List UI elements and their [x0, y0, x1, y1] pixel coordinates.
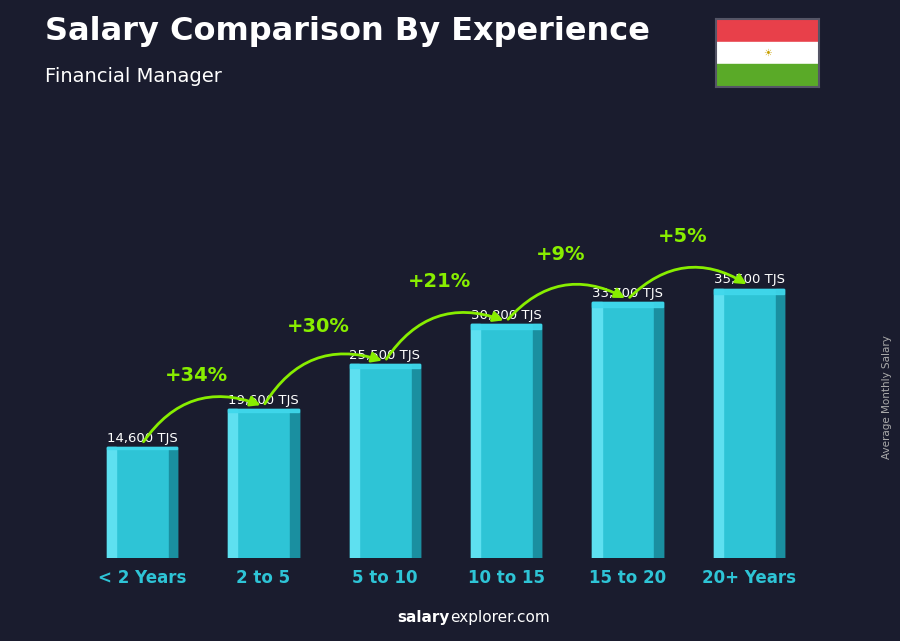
Text: +21%: +21% — [408, 272, 471, 291]
Text: Average Monthly Salary: Average Monthly Salary — [881, 335, 892, 460]
Bar — [168, 447, 177, 558]
Bar — [533, 324, 542, 558]
Text: 19,600 TJS: 19,600 TJS — [228, 394, 299, 407]
Text: salary: salary — [398, 610, 450, 625]
Text: 30,800 TJS: 30,800 TJS — [471, 309, 542, 322]
Bar — [349, 365, 420, 368]
Bar — [654, 303, 663, 558]
Bar — [716, 64, 819, 87]
Text: +34%: +34% — [165, 366, 228, 385]
Bar — [592, 303, 601, 558]
Text: +9%: +9% — [536, 246, 586, 265]
Text: Salary Comparison By Experience: Salary Comparison By Experience — [45, 16, 650, 47]
Bar — [471, 324, 481, 558]
Bar — [592, 303, 663, 307]
Bar — [107, 447, 177, 558]
Bar — [228, 409, 238, 558]
Text: explorer.com: explorer.com — [450, 610, 550, 625]
Bar — [714, 288, 723, 558]
Text: ☀: ☀ — [763, 48, 771, 58]
Bar — [714, 288, 784, 294]
Text: 33,700 TJS: 33,700 TJS — [592, 287, 663, 300]
Bar — [714, 288, 784, 558]
Bar — [411, 365, 420, 558]
Bar — [349, 365, 420, 558]
Bar — [776, 288, 784, 558]
Bar — [716, 19, 819, 42]
Bar — [107, 447, 177, 449]
Text: 14,600 TJS: 14,600 TJS — [106, 432, 177, 445]
Bar — [471, 324, 542, 558]
Bar — [716, 42, 819, 64]
Text: 35,500 TJS: 35,500 TJS — [714, 274, 785, 287]
Bar — [228, 409, 299, 558]
Bar — [107, 447, 116, 558]
Text: 25,500 TJS: 25,500 TJS — [349, 349, 420, 362]
Bar — [592, 303, 663, 558]
Bar — [349, 365, 359, 558]
Bar — [471, 324, 542, 329]
Text: +30%: +30% — [286, 317, 349, 336]
Text: +5%: +5% — [658, 228, 707, 246]
Bar — [228, 409, 299, 412]
Bar — [290, 409, 299, 558]
Text: Financial Manager: Financial Manager — [45, 67, 222, 87]
